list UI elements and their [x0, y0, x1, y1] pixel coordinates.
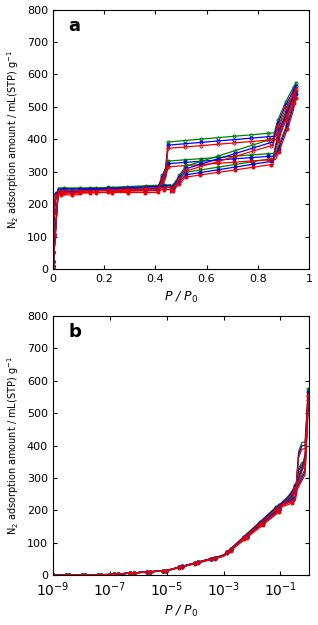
Text: a: a: [68, 18, 80, 36]
Y-axis label: N$_2$ adsorption amount / mL(STP) g$^{-1}$: N$_2$ adsorption amount / mL(STP) g$^{-1…: [5, 356, 21, 535]
X-axis label: $P$ / $P_0$: $P$ / $P_0$: [164, 289, 198, 305]
Text: b: b: [68, 324, 81, 341]
Y-axis label: N$_2$ adsorption amount / mL(STP) g$^{-1}$: N$_2$ adsorption amount / mL(STP) g$^{-1…: [5, 50, 21, 229]
X-axis label: $P$ / $P_0$: $P$ / $P_0$: [164, 604, 198, 619]
